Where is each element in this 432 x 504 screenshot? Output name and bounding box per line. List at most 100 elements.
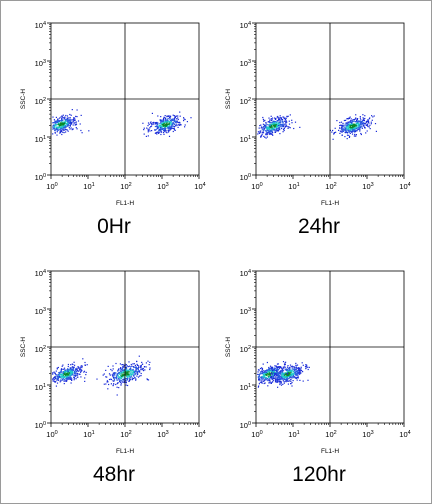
event-dot — [147, 131, 149, 133]
event-dot — [106, 381, 108, 383]
event-dot — [128, 370, 130, 372]
event-dot — [268, 133, 270, 135]
event-dot — [278, 123, 280, 125]
event-dot — [140, 365, 142, 367]
event-dot — [299, 126, 301, 128]
event-dot — [347, 121, 349, 123]
event-dot — [278, 375, 280, 377]
event-dot — [76, 376, 78, 378]
event-dot — [270, 128, 272, 131]
event-dot — [54, 121, 56, 123]
event-dot — [164, 129, 166, 131]
event-dot — [270, 133, 272, 135]
panel-48hr: 100 101 102 103 104 100 101 102 103 104 FL1-H SSC-H… — [11, 259, 217, 486]
event-dot — [70, 364, 72, 366]
event-dot — [273, 127, 275, 129]
event-dot — [266, 369, 268, 371]
event-dot — [75, 127, 77, 129]
event-dot — [174, 117, 176, 119]
event-dot — [277, 372, 280, 374]
event-dot — [70, 114, 72, 116]
event-dot — [262, 363, 264, 365]
event-dot — [271, 370, 274, 372]
event-dot — [83, 371, 85, 373]
event-dot — [265, 372, 267, 374]
event-dot — [270, 115, 272, 117]
event-dot — [117, 373, 119, 375]
event-dot — [147, 360, 149, 362]
event-dot — [273, 370, 275, 372]
event-dot — [343, 125, 345, 127]
event-dot — [62, 368, 64, 370]
event-dot — [66, 375, 68, 377]
event-dot — [56, 121, 59, 123]
x-tick-label: 102 — [325, 430, 336, 439]
event-dot — [294, 373, 296, 375]
event-dot — [59, 381, 61, 383]
event-dot — [81, 365, 83, 367]
event-dot — [342, 125, 344, 127]
event-dot — [65, 131, 67, 133]
event-dot — [133, 370, 135, 372]
event-dot — [273, 125, 275, 127]
event-dot — [356, 122, 358, 124]
event-dot — [271, 369, 273, 371]
y-tick-label: 103 — [35, 59, 46, 68]
event-dot — [79, 368, 81, 370]
event-dot — [168, 115, 170, 117]
event-dot — [109, 374, 111, 376]
panel-0hr: 100 101 102 103 104 100 101 102 103 104 FL1-H SSC-H… — [11, 11, 217, 238]
event-dot — [270, 118, 272, 120]
event-dot — [149, 367, 151, 369]
event-dot — [71, 378, 73, 380]
event-dot — [284, 362, 286, 364]
event-dot — [275, 379, 277, 381]
event-dot — [56, 375, 58, 377]
event-dot — [281, 125, 283, 127]
event-dot — [270, 131, 272, 133]
event-dot — [291, 122, 293, 124]
event-dot — [120, 380, 122, 382]
event-dot — [60, 123, 62, 125]
event-dot — [130, 363, 132, 366]
event-dot — [159, 125, 161, 127]
event-dot — [160, 129, 162, 131]
event-dot — [134, 374, 136, 376]
event-dot — [69, 124, 71, 126]
event-dot — [273, 371, 275, 373]
event-dot — [276, 124, 278, 126]
event-dot — [156, 127, 158, 129]
event-dot — [341, 130, 344, 132]
event-dot — [123, 372, 125, 374]
event-dot — [71, 372, 73, 374]
event-dot — [56, 127, 58, 130]
event-dot — [257, 131, 259, 133]
event-dot — [66, 376, 68, 378]
event-dot — [296, 367, 298, 369]
event-dot — [264, 372, 266, 374]
event-dot — [64, 368, 66, 371]
event-dot — [67, 376, 69, 378]
event-dot — [366, 123, 368, 125]
event-dot — [276, 128, 278, 130]
event-dot — [70, 121, 72, 123]
event-dot — [288, 120, 290, 122]
event-dot — [172, 125, 174, 127]
event-dot — [76, 369, 78, 371]
event-dot — [367, 121, 369, 123]
event-dot — [116, 379, 118, 381]
event-dot — [68, 126, 70, 129]
event-dot — [357, 121, 359, 123]
y-tick-label: 103 — [240, 307, 251, 316]
event-dot — [348, 117, 350, 119]
event-dot — [265, 122, 267, 124]
event-dot — [160, 130, 162, 132]
event-dot — [275, 373, 277, 375]
event-dot — [259, 132, 261, 134]
event-dot — [266, 378, 268, 380]
event-dot — [262, 372, 264, 374]
event-dot — [137, 376, 140, 378]
event-dot — [64, 124, 66, 126]
event-dot — [106, 380, 108, 382]
